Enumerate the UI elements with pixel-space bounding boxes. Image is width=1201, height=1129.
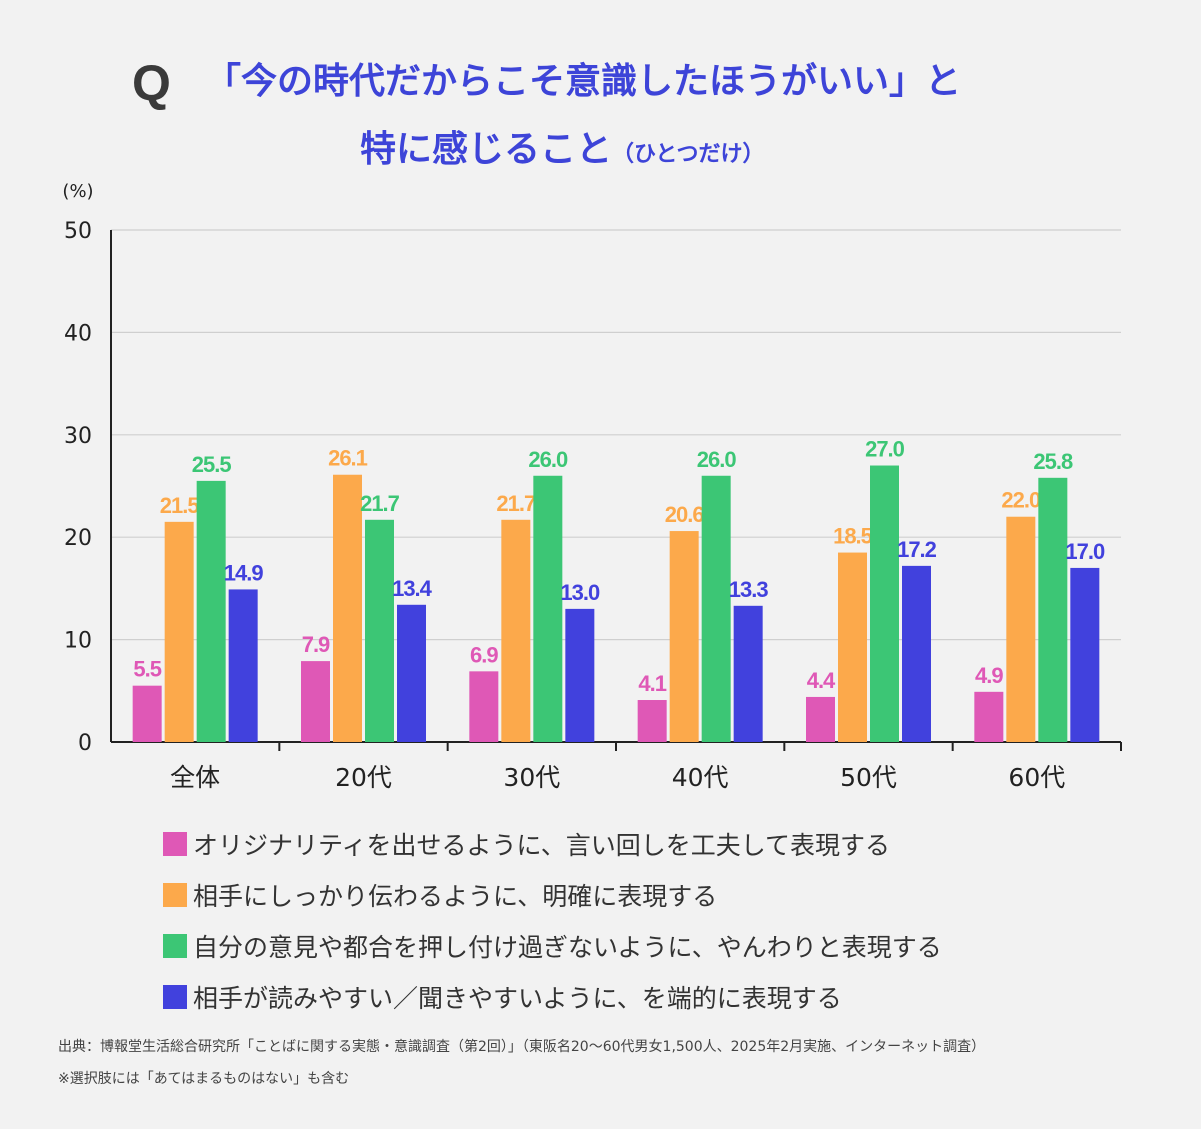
legend-item: オリジナリティを出せるように、言い回しを工夫して表現する [163,818,942,869]
data-label: 22.0 [1001,488,1041,513]
data-label: 26.1 [328,446,368,471]
data-label: 21.7 [496,491,536,516]
data-label: 4.1 [638,671,666,696]
data-label: 18.5 [833,524,873,549]
data-label: 13.3 [729,577,769,602]
legend-label: オリジナリティを出せるように、言い回しを工夫して表現する [193,830,891,860]
bar [397,604,426,742]
legend-swatch [163,831,187,856]
data-label: 21.7 [360,491,400,516]
legend: オリジナリティを出せるように、言い回しを工夫して表現する 相手にしっかり伝わるよ… [163,818,942,1022]
data-label: 26.0 [697,447,737,472]
data-label: 25.5 [192,452,232,477]
data-label: 20.6 [665,502,705,527]
bar [637,700,667,742]
y-tick-label: 30 [64,424,92,449]
data-label: 4.4 [807,668,836,693]
x-tick-label: 40代 [672,763,729,792]
question-mark: Q [132,55,171,111]
y-tick-label: 0 [78,731,92,756]
data-label: 5.5 [133,657,161,682]
bar [806,696,835,742]
x-tick-label: 全体 [170,763,220,792]
data-label: 21.5 [160,493,200,518]
bar [228,589,258,742]
data-label: 27.0 [865,437,905,462]
y-unit-label: (%) [62,181,93,202]
legend-label: 自分の意見や都合を押し付け過ぎないように、やんわりと表現する [193,932,942,962]
bar [1070,567,1100,742]
bar [164,521,194,742]
y-tick-label: 10 [64,629,92,654]
bar [733,605,763,742]
chart-title-line2: 特に感じること（ひとつだけ） [360,132,764,168]
footnote: ※選択肢には「あてはまるものはない」も含む [58,1071,350,1087]
bar [333,474,362,742]
legend-item: 相手が読みやすい／聞きやすいように、を端的に表現する [163,971,942,1022]
x-tick-label: 20代 [335,763,392,792]
bar [974,691,1004,742]
bar [902,565,931,742]
data-label: 26.0 [528,447,568,472]
y-tick-label: 20 [64,526,92,551]
bar [533,475,563,742]
legend-swatch [163,882,187,907]
bar [565,608,595,742]
bar [469,671,499,742]
data-label: 14.9 [224,560,264,585]
chart-title-main: 特に感じること [360,129,613,170]
data-label: 17.0 [1065,539,1105,564]
legend-swatch [163,933,187,958]
bar [838,552,867,742]
legend-swatch [163,984,187,1009]
data-label: 17.2 [897,537,937,562]
chart-title-sub: （ひとつだけ） [612,142,765,167]
x-tick-label: 30代 [503,763,560,792]
data-label: 6.9 [470,642,498,667]
bar [1006,516,1036,742]
bar [365,519,394,742]
chart-title-line1: 「今の時代だからこそ意識したほうがいい」と [205,61,962,102]
data-label: 25.8 [1033,449,1073,474]
legend-item: 自分の意見や都合を押し付け過ぎないように、やんわりと表現する [163,920,942,971]
bar [701,475,731,742]
legend-label: 相手が読みやすい／聞きやすいように、を端的に表現する [193,983,842,1013]
y-tick-label: 40 [64,321,92,346]
data-label: 7.9 [302,632,330,657]
data-label: 4.9 [975,663,1003,688]
bar-chart: 0 10 20 30 40 50 (%) 全体 5.5 21.5 25.5 14.9 20代 7.9 26.… [62,181,1122,792]
legend-item: 相手にしっかり伝わるように、明確に表現する [163,869,942,920]
bar [501,519,531,742]
source-note: 出典：博報堂生活総合研究所「ことばに関する実態・意識調査（第2回）」（東阪名20… [58,1039,986,1055]
legend-label: 相手にしっかり伝わるように、明確に表現する [193,881,718,911]
bar [669,531,699,742]
y-tick-label: 50 [64,219,92,244]
data-label: 13.0 [560,580,600,605]
bar [132,685,162,742]
bar [301,661,330,742]
x-tick-label: 60代 [1008,763,1065,792]
bar [1038,477,1068,742]
data-label: 13.4 [392,576,433,601]
x-tick-label: 50代 [840,763,897,792]
bar [870,465,899,742]
bar [196,480,226,742]
